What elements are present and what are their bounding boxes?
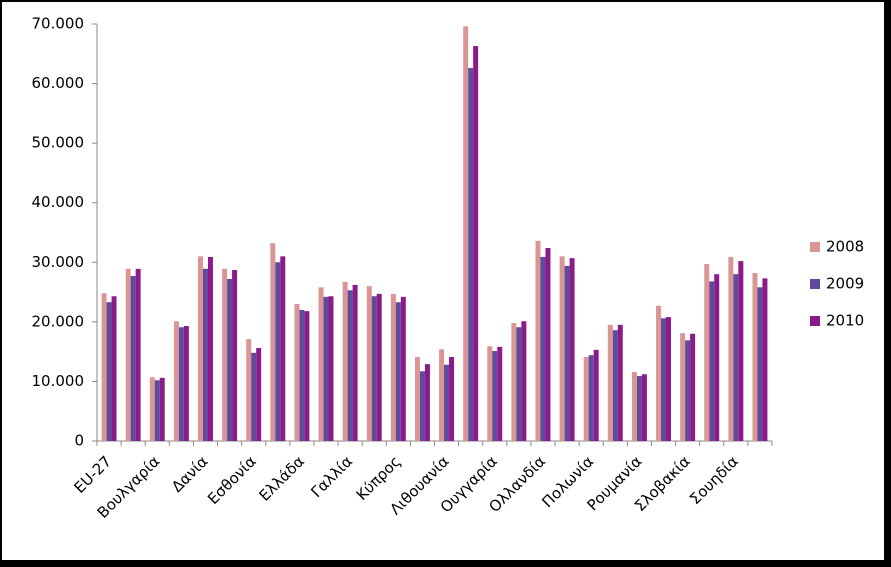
bar <box>414 357 420 441</box>
bar <box>125 268 131 441</box>
y-tick-label: 40.000 <box>32 193 85 211</box>
bar <box>757 287 763 441</box>
bar <box>439 349 445 441</box>
bar <box>198 256 203 441</box>
bar <box>497 346 503 441</box>
bar <box>752 273 758 441</box>
legend-swatch <box>810 242 820 252</box>
bar <box>400 296 406 441</box>
bar <box>256 348 262 441</box>
bar <box>299 309 305 441</box>
bar <box>636 376 642 441</box>
bar <box>280 256 286 441</box>
bar <box>376 293 382 441</box>
bar <box>318 287 324 441</box>
bar <box>521 321 527 441</box>
bar <box>449 357 455 441</box>
bar <box>111 296 117 441</box>
bar <box>511 323 517 441</box>
bar <box>352 284 358 441</box>
bar <box>366 286 372 441</box>
bar <box>487 346 493 441</box>
y-tick-label: 70.000 <box>32 15 85 33</box>
legend-label: 2008 <box>826 238 864 256</box>
bar <box>246 339 252 441</box>
bar <box>390 293 396 441</box>
bar <box>468 68 474 441</box>
legend-label: 2009 <box>826 275 864 293</box>
legend-label: 2010 <box>826 312 864 330</box>
legend-swatch <box>810 316 820 326</box>
bar <box>424 364 430 441</box>
bar <box>251 352 257 441</box>
bar <box>371 296 377 441</box>
bar <box>270 243 276 441</box>
bar <box>607 324 613 441</box>
bar <box>207 256 213 441</box>
bar <box>583 357 589 441</box>
bar <box>612 330 618 441</box>
bar <box>656 305 662 441</box>
bar <box>149 377 155 441</box>
y-tick-label: 10.000 <box>32 372 85 390</box>
bar <box>559 256 565 441</box>
y-tick-label: 60.000 <box>32 74 85 92</box>
bar <box>463 26 469 442</box>
y-tick-label: 30.000 <box>32 253 85 271</box>
bar <box>227 278 233 441</box>
bar <box>516 327 522 441</box>
bar <box>738 261 744 441</box>
bar <box>275 262 281 441</box>
bar <box>666 317 671 441</box>
bar <box>183 326 189 441</box>
bar <box>762 278 768 441</box>
bar <box>135 268 141 441</box>
bar <box>690 333 696 441</box>
bar <box>154 380 160 441</box>
y-tick-label: 0 <box>74 432 84 450</box>
bar <box>728 256 734 441</box>
bar <box>564 265 570 441</box>
bar <box>569 258 575 441</box>
bar <box>444 364 450 441</box>
bar <box>704 264 710 441</box>
bar <box>323 296 329 441</box>
bar <box>328 296 334 441</box>
bar <box>593 349 599 441</box>
bar <box>631 371 637 441</box>
bar <box>714 274 720 441</box>
bar <box>709 281 715 441</box>
bar <box>473 46 479 441</box>
bar <box>680 333 686 441</box>
bar <box>535 240 541 441</box>
bar <box>685 340 691 441</box>
bar <box>641 374 647 441</box>
bar <box>395 302 401 441</box>
bar <box>232 270 238 441</box>
bar <box>130 275 136 441</box>
bar <box>178 327 184 441</box>
bar <box>342 281 348 441</box>
y-tick-label: 50.000 <box>32 134 85 152</box>
y-tick-label: 20.000 <box>32 312 85 330</box>
bar <box>617 324 623 441</box>
bar <box>202 268 208 441</box>
bar <box>101 293 107 441</box>
bar <box>540 256 546 441</box>
bar <box>173 321 179 441</box>
bar <box>294 303 300 441</box>
bar <box>588 355 594 441</box>
bar <box>661 318 667 441</box>
bar <box>222 268 228 441</box>
legend-swatch <box>810 279 820 289</box>
bar <box>419 371 425 441</box>
bar <box>106 302 112 441</box>
bar <box>733 274 739 441</box>
bar <box>159 377 165 441</box>
bar <box>492 351 498 441</box>
bar <box>304 311 310 441</box>
bar <box>545 247 551 441</box>
bar <box>347 290 353 441</box>
